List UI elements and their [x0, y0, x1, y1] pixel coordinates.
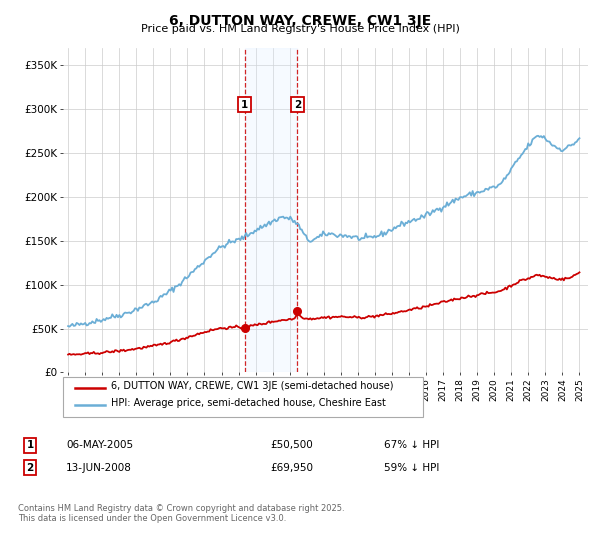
Text: Contains HM Land Registry data © Crown copyright and database right 2025.
This d: Contains HM Land Registry data © Crown c… — [18, 504, 344, 524]
Text: 67% ↓ HPI: 67% ↓ HPI — [384, 440, 439, 450]
Text: 6, DUTTON WAY, CREWE, CW1 3JE (semi-detached house): 6, DUTTON WAY, CREWE, CW1 3JE (semi-deta… — [111, 381, 394, 391]
Text: Price paid vs. HM Land Registry's House Price Index (HPI): Price paid vs. HM Land Registry's House … — [140, 24, 460, 34]
Text: 1: 1 — [241, 100, 248, 110]
Text: 6, DUTTON WAY, CREWE, CW1 3JE: 6, DUTTON WAY, CREWE, CW1 3JE — [169, 14, 431, 28]
Text: 1: 1 — [26, 440, 34, 450]
Text: 13-JUN-2008: 13-JUN-2008 — [66, 463, 132, 473]
Text: 06-MAY-2005: 06-MAY-2005 — [66, 440, 133, 450]
Bar — [245, 48, 298, 372]
Text: 2: 2 — [26, 463, 34, 473]
Text: 59% ↓ HPI: 59% ↓ HPI — [384, 463, 439, 473]
Text: £69,950: £69,950 — [270, 463, 313, 473]
Text: HPI: Average price, semi-detached house, Cheshire East: HPI: Average price, semi-detached house,… — [111, 398, 386, 408]
Text: £50,500: £50,500 — [270, 440, 313, 450]
Text: 2: 2 — [294, 100, 301, 110]
